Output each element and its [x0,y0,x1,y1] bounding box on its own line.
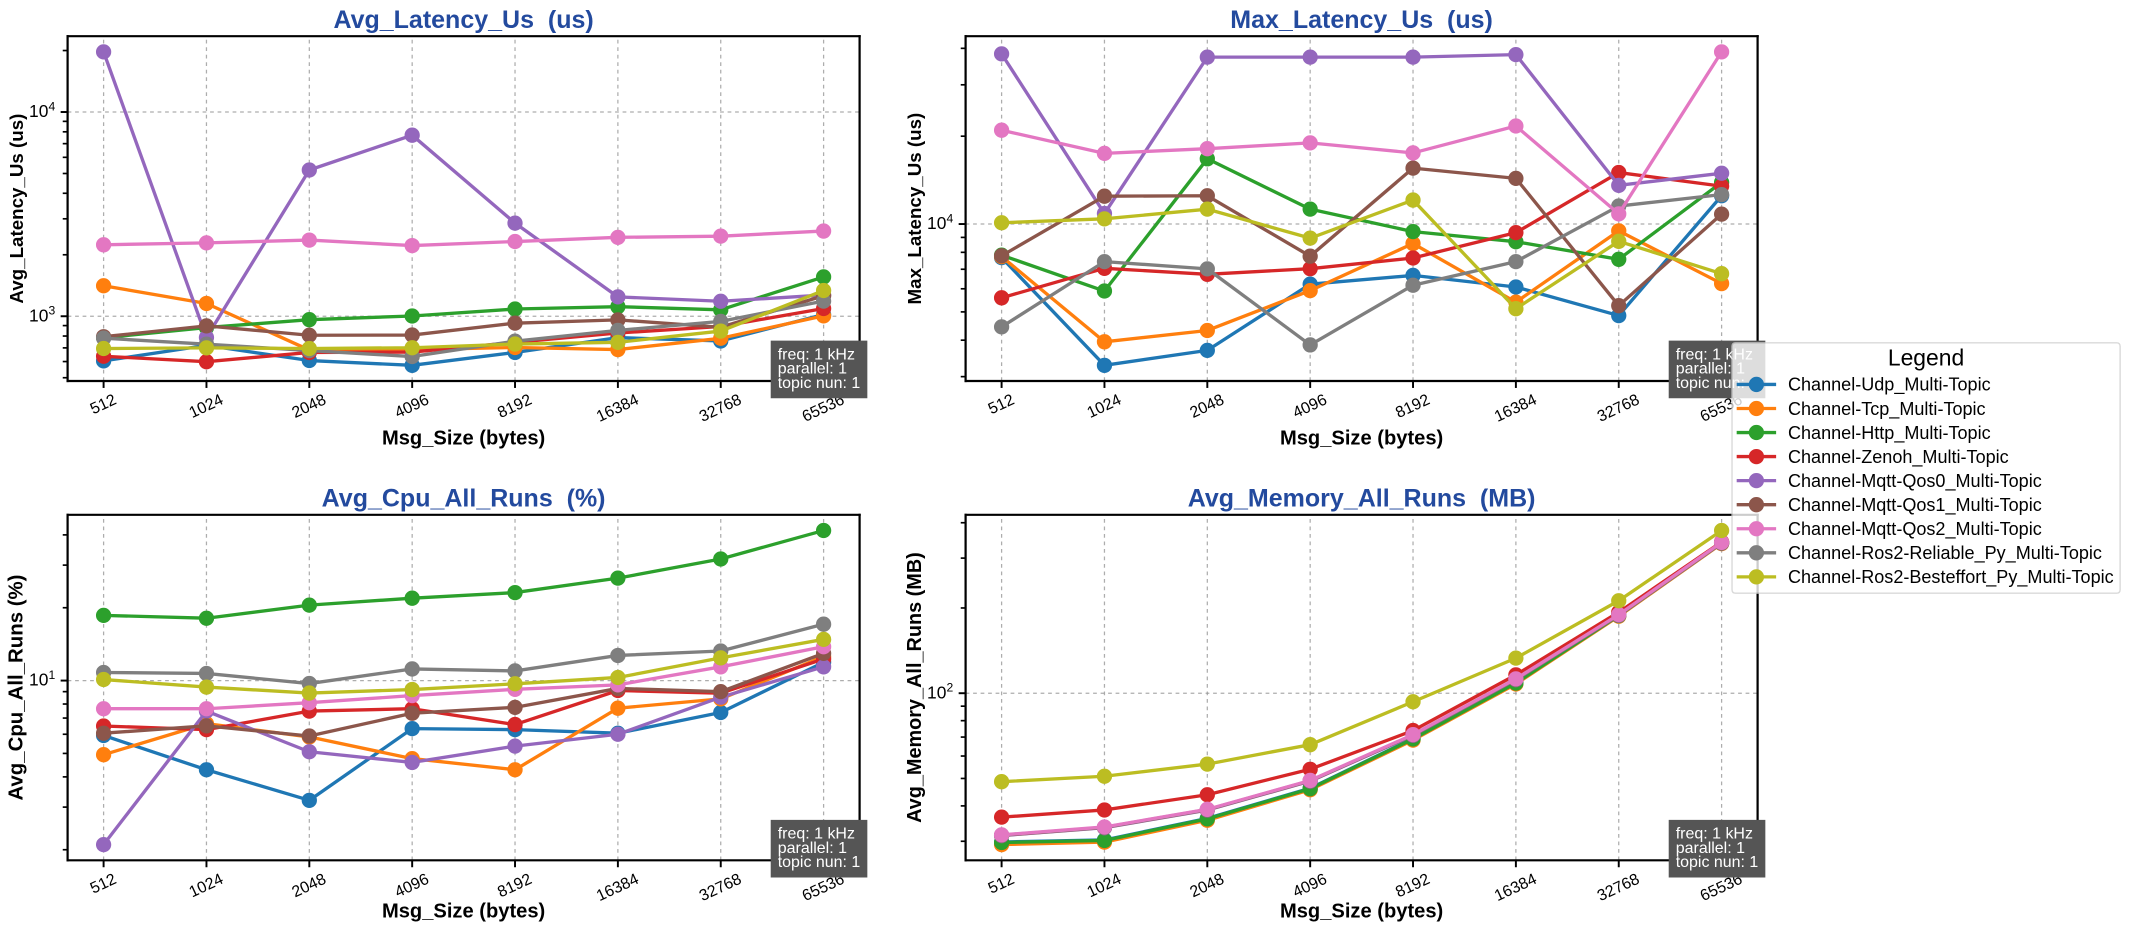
svg-text:topic nun: 1: topic nun: 1 [778,854,861,871]
svg-text:1 0 3: 1 0 3 [29,301,55,326]
svg-text:topic nun: 1: topic nun: 1 [1676,854,1759,871]
svg-text:Channel-Tcp_Multi-Topic: Channel-Tcp_Multi-Topic [1788,399,1986,420]
svg-text:Channel-Mqtt-Qos1_Multi-Topic: Channel-Mqtt-Qos1_Multi-Topic [1788,495,2042,516]
svg-text:Msg_Size (bytes): Msg_Size (bytes) [1280,428,1443,450]
svg-text:Avg_Latency_Us (us): Avg_Latency_Us (us) [6,114,27,304]
svg-text:Avg_Cpu_All_Runs (%): Avg_Cpu_All_Runs (%) [322,485,606,513]
svg-text:Avg_Cpu_All_Runs (%): Avg_Cpu_All_Runs (%) [6,575,28,801]
svg-text:Legend: Legend [1888,345,1964,371]
svg-text:freq: 1 kHz: freq: 1 kHz [778,346,855,363]
svg-text:Max_Latency_Us (us): Max_Latency_Us (us) [904,113,925,305]
svg-text:Avg_Memory_All_Runs (MB): Avg_Memory_All_Runs (MB) [1188,485,1536,513]
svg-text:Max_Latency_Us (us): Max_Latency_Us (us) [1230,6,1493,34]
svg-text:Avg_Latency_Us (us): Avg_Latency_Us (us) [333,6,593,34]
svg-text:topic nun: 1: topic nun: 1 [778,375,861,392]
svg-text:1 0 4: 1 0 4 [927,209,953,234]
svg-text:Msg_Size (bytes): Msg_Size (bytes) [382,428,545,450]
svg-text:parallel: 1: parallel: 1 [778,840,847,857]
svg-text:freq: 1 kHz: freq: 1 kHz [1676,825,1753,842]
svg-text:Channel-Ros2-Reliable_Py_Multi: Channel-Ros2-Reliable_Py_Multi-Topic [1788,543,2102,564]
svg-text:freq: 1 kHz: freq: 1 kHz [778,825,855,842]
svg-text:parallel: 1: parallel: 1 [1676,840,1745,857]
svg-text:parallel: 1: parallel: 1 [1676,361,1745,378]
svg-text:Channel-Http_Multi-Topic: Channel-Http_Multi-Topic [1788,423,1991,444]
svg-text:Channel-Mqtt-Qos2_Multi-Topic: Channel-Mqtt-Qos2_Multi-Topic [1788,519,2042,540]
svg-text:1 0 2: 1 0 2 [927,678,953,703]
svg-text:Msg_Size (bytes): Msg_Size (bytes) [1280,901,1443,923]
svg-text:1 0 1: 1 0 1 [29,666,55,691]
svg-text:Avg_Memory_All_Runs (MB): Avg_Memory_All_Runs (MB) [904,552,926,823]
svg-text:Channel-Udp_Multi-Topic: Channel-Udp_Multi-Topic [1788,375,1991,396]
svg-text:1 0 4: 1 0 4 [29,97,55,122]
svg-text:Msg_Size (bytes): Msg_Size (bytes) [382,901,545,923]
svg-text:Channel-Zenoh_Multi-Topic: Channel-Zenoh_Multi-Topic [1788,447,2009,468]
svg-text:parallel: 1: parallel: 1 [778,361,847,378]
svg-text:Channel-Mqtt-Qos0_Multi-Topic: Channel-Mqtt-Qos0_Multi-Topic [1788,471,2042,492]
svg-text:Channel-Ros2-Besteffort_Py_Mul: Channel-Ros2-Besteffort_Py_Multi-Topic [1788,567,2114,588]
